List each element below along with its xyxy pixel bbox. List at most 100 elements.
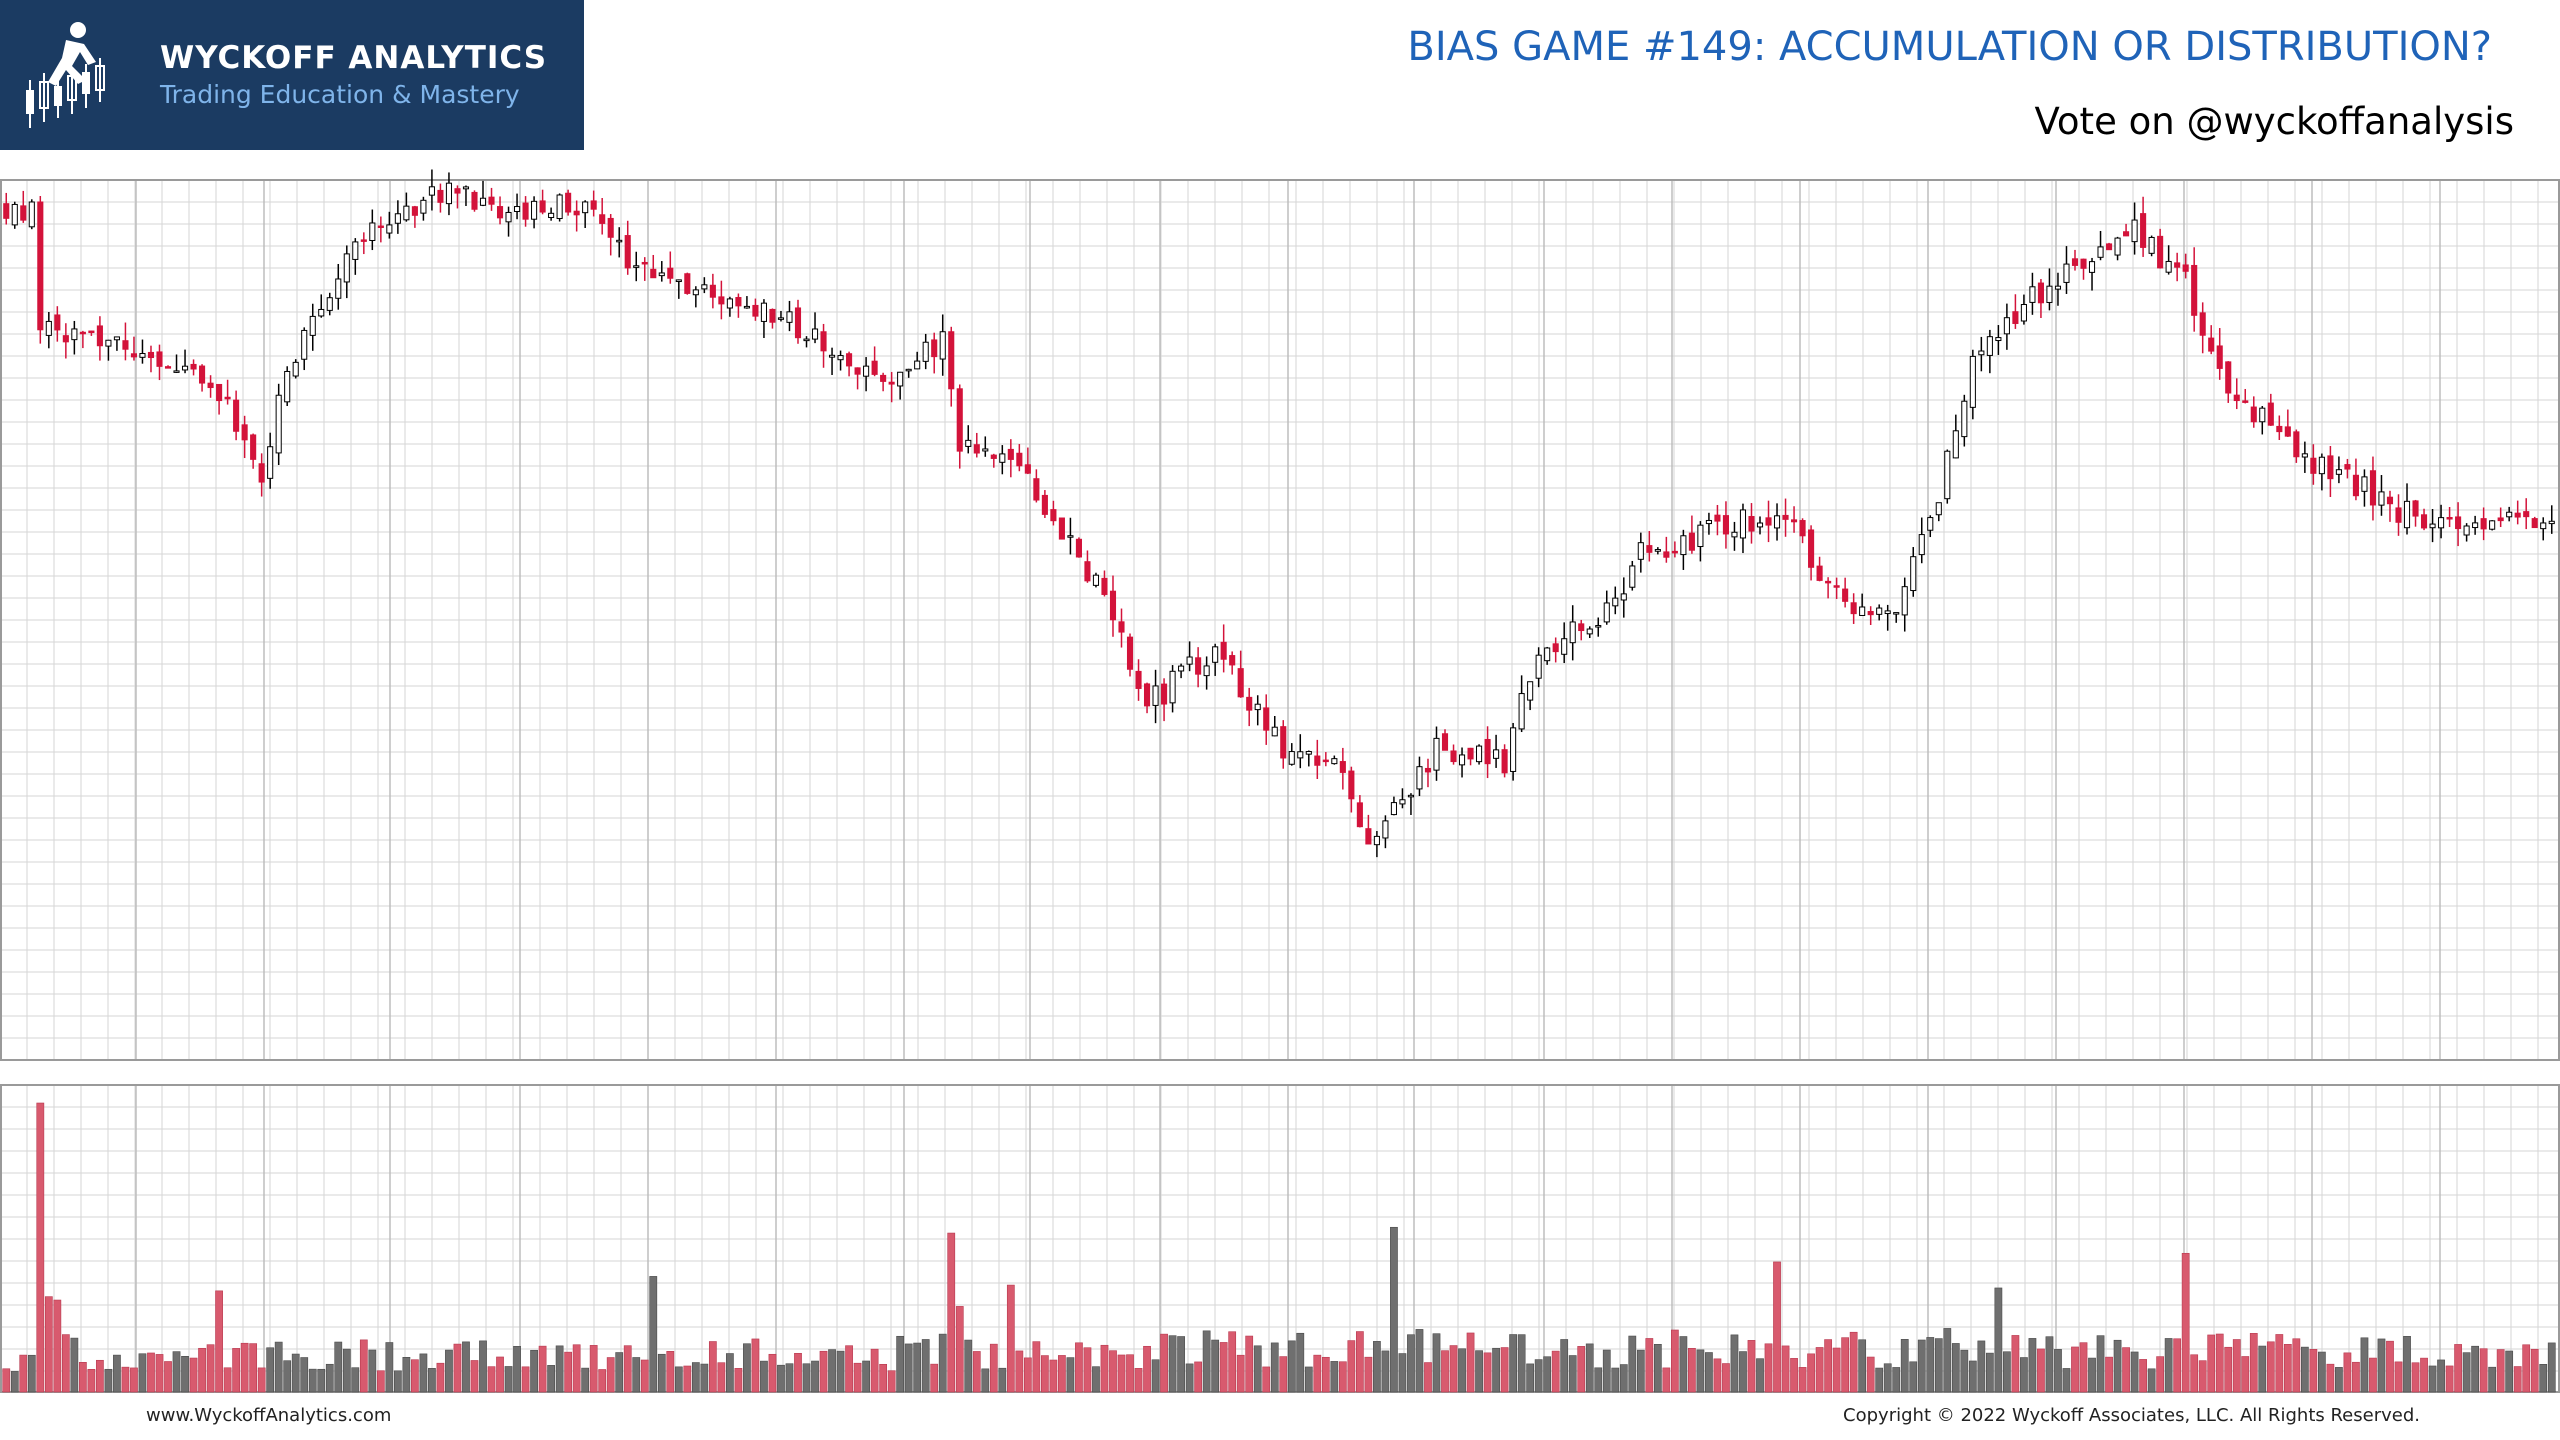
candle bbox=[1731, 521, 1738, 551]
volume-bar bbox=[1466, 1332, 1475, 1393]
candle bbox=[2548, 505, 2555, 534]
volume-bar bbox=[862, 1360, 870, 1393]
volume-bar bbox=[2028, 1338, 2037, 1393]
candle-body bbox=[1663, 551, 1670, 558]
candle-body bbox=[1816, 565, 1823, 581]
candle bbox=[1169, 665, 1176, 713]
candle-body bbox=[54, 314, 61, 331]
candle-body bbox=[1109, 590, 1117, 621]
candle bbox=[2259, 406, 2266, 435]
candle bbox=[1382, 815, 1389, 849]
candle bbox=[1024, 447, 1031, 475]
candle-body bbox=[2071, 258, 2079, 266]
candle-body bbox=[1791, 519, 1798, 523]
volume-bar bbox=[1866, 1356, 1875, 1393]
candle-body bbox=[1944, 450, 1951, 500]
candle-body bbox=[565, 192, 572, 213]
candle bbox=[1765, 500, 1772, 543]
candle-body bbox=[1646, 545, 1653, 553]
candle bbox=[2046, 268, 2053, 311]
volume-bar bbox=[1934, 1338, 1943, 1393]
candle-body bbox=[343, 253, 350, 283]
candle bbox=[1978, 336, 1985, 372]
candle-body bbox=[2140, 213, 2147, 248]
candle bbox=[1220, 624, 1227, 673]
candle-body bbox=[2369, 470, 2377, 506]
volume-bar bbox=[1338, 1361, 1347, 1393]
candle bbox=[1101, 570, 1108, 597]
volume-bar bbox=[1551, 1350, 1560, 1393]
candle bbox=[1033, 469, 1040, 503]
candle-body bbox=[1280, 726, 1287, 759]
volume-bar bbox=[1611, 1367, 1620, 1393]
volume-bar bbox=[1407, 1334, 1415, 1393]
candle bbox=[786, 300, 793, 332]
candle bbox=[1893, 612, 1900, 623]
volume-bar bbox=[1015, 1350, 1024, 1393]
volume-bar bbox=[385, 1342, 394, 1393]
volume-bar bbox=[1100, 1344, 1109, 1393]
volume-bar bbox=[1722, 1363, 1730, 1393]
candle-body bbox=[1348, 770, 1355, 800]
volume-bar bbox=[1917, 1339, 1926, 1393]
candle-body bbox=[1620, 593, 1627, 601]
volume-bar bbox=[879, 1363, 888, 1393]
volume-bar bbox=[2309, 1349, 2318, 1393]
candle-body bbox=[582, 201, 589, 214]
candle-body bbox=[1884, 610, 1891, 615]
candle bbox=[2131, 202, 2138, 255]
candle-body bbox=[2054, 285, 2062, 290]
candle bbox=[2250, 396, 2257, 428]
volume-bar bbox=[2207, 1334, 2216, 1393]
candle bbox=[2352, 458, 2359, 501]
candle bbox=[360, 232, 367, 255]
candle bbox=[2531, 516, 2538, 529]
volume-bar bbox=[530, 1349, 538, 1393]
volume-bar bbox=[249, 1343, 258, 1393]
volume-bar bbox=[657, 1353, 666, 1393]
candle bbox=[828, 347, 836, 376]
volume-bar bbox=[44, 1296, 53, 1393]
candle-body bbox=[2301, 453, 2308, 458]
candle bbox=[62, 323, 69, 359]
candle bbox=[2208, 325, 2215, 355]
volume-bar bbox=[743, 1343, 751, 1393]
candle bbox=[1399, 788, 1406, 809]
candle bbox=[1773, 503, 1781, 541]
candle-body bbox=[1220, 641, 1227, 660]
volume-bar bbox=[27, 1354, 36, 1393]
candle bbox=[122, 322, 129, 361]
volume-bar bbox=[1475, 1350, 1483, 1393]
candle bbox=[1791, 506, 1798, 533]
volume-bar bbox=[1807, 1353, 1815, 1393]
volume-bar bbox=[1824, 1339, 1832, 1393]
candle bbox=[2480, 507, 2487, 541]
candle-body bbox=[369, 222, 376, 241]
candle bbox=[1229, 651, 1236, 675]
candle-body bbox=[1688, 532, 1695, 551]
candle-body bbox=[462, 186, 470, 190]
candle bbox=[1297, 734, 1304, 769]
candle bbox=[1501, 744, 1508, 778]
candle bbox=[1799, 518, 1806, 544]
candle-body bbox=[633, 265, 640, 268]
volume-bar bbox=[1032, 1341, 1041, 1393]
volume-bar bbox=[1449, 1345, 1458, 1393]
candle bbox=[1748, 503, 1755, 544]
volume-bar bbox=[794, 1352, 802, 1393]
candle-body bbox=[846, 353, 853, 367]
volume-bar bbox=[155, 1354, 164, 1393]
candle-body bbox=[650, 268, 657, 279]
candle-body bbox=[2310, 457, 2317, 474]
candle-body bbox=[1552, 643, 1559, 653]
volume-series bbox=[2, 1102, 2556, 1393]
volume-bar bbox=[2454, 1344, 2462, 1393]
volume-bar bbox=[1560, 1339, 1569, 1393]
volume-bar bbox=[2071, 1346, 2079, 1393]
candle bbox=[233, 390, 240, 441]
candle bbox=[2284, 409, 2291, 437]
candle bbox=[1467, 747, 1474, 766]
candle-body bbox=[514, 206, 521, 212]
volume-bar bbox=[1994, 1287, 2003, 1393]
candle bbox=[267, 432, 274, 489]
